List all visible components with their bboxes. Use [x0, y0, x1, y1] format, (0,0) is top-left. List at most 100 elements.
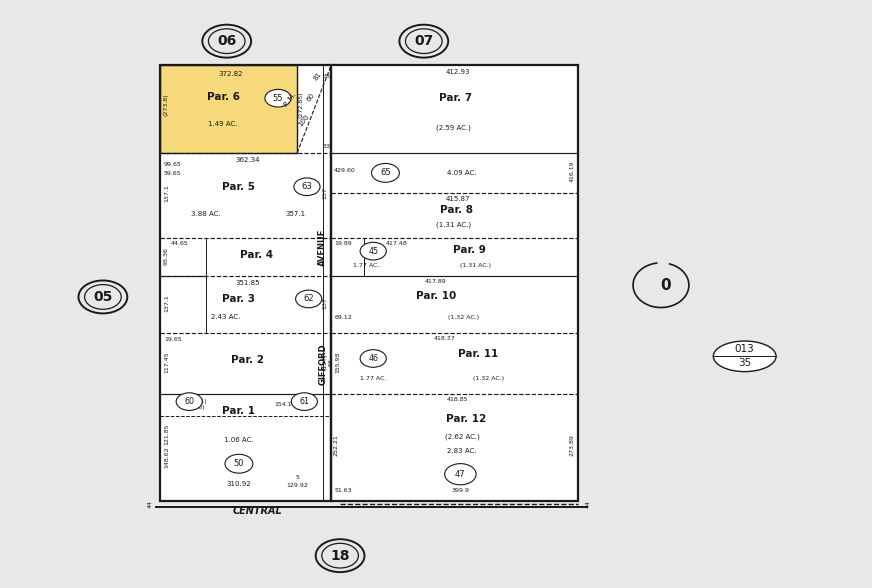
Text: 5: 5 [296, 475, 299, 480]
Text: 62: 62 [303, 295, 314, 303]
Text: 1.77 AC.: 1.77 AC. [353, 263, 379, 268]
Text: Par. 5: Par. 5 [222, 182, 255, 192]
Text: 44: 44 [147, 500, 153, 508]
Text: 372.82: 372.82 [218, 71, 242, 76]
Text: 148.62: 148.62 [164, 446, 169, 468]
Text: GIFFORD: GIFFORD [318, 344, 327, 385]
Text: (273.8): (273.8) [164, 93, 169, 116]
Text: 51.63: 51.63 [335, 488, 352, 493]
Text: 013: 013 [735, 345, 754, 355]
Text: 65: 65 [380, 168, 391, 178]
Text: 63: 63 [302, 182, 312, 191]
Text: 60: 60 [306, 92, 317, 102]
Text: 99.65: 99.65 [164, 162, 181, 167]
Text: 2.83 AC.: 2.83 AC. [447, 447, 477, 454]
Text: Par. 4: Par. 4 [240, 250, 273, 260]
Text: 1.49 AC.: 1.49 AC. [208, 121, 238, 127]
Circle shape [316, 539, 364, 572]
Text: 357.1: 357.1 [285, 211, 306, 217]
Ellipse shape [713, 341, 776, 372]
Text: 0: 0 [660, 278, 671, 293]
Text: 137.1: 137.1 [164, 295, 169, 312]
Text: (1.31 AC.): (1.31 AC.) [436, 222, 471, 228]
Text: 46: 46 [368, 354, 378, 363]
Text: Par. 11: Par. 11 [458, 349, 498, 359]
Text: Par. 3: Par. 3 [222, 294, 255, 304]
Circle shape [225, 455, 253, 473]
Bar [160, 65, 578, 501]
Circle shape [360, 242, 386, 260]
Text: 121.85: 121.85 [164, 423, 169, 445]
Text: 33: 33 [322, 74, 330, 79]
Text: 53: 53 [329, 359, 334, 366]
Circle shape [78, 280, 127, 313]
Text: 416.19: 416.19 [569, 160, 575, 182]
Text: 3.88 AC.: 3.88 AC. [191, 211, 221, 217]
Text: 93.36: 93.36 [164, 247, 169, 265]
Text: (272.85): (272.85) [299, 91, 304, 118]
Circle shape [265, 89, 291, 107]
Text: 412.93: 412.93 [446, 69, 470, 75]
Text: Par. 8: Par. 8 [439, 205, 473, 215]
Text: 417.89: 417.89 [426, 279, 446, 284]
Circle shape [176, 393, 202, 410]
Text: 44.65: 44.65 [171, 241, 188, 246]
Text: 100: 100 [297, 113, 310, 128]
Circle shape [296, 290, 322, 308]
Text: CENTRAL: CENTRAL [232, 506, 283, 516]
Text: 129.92: 129.92 [286, 483, 309, 488]
Text: 273.89: 273.89 [569, 435, 575, 456]
Circle shape [294, 178, 320, 196]
Text: 45: 45 [368, 246, 378, 256]
Text: (1.32 AC.): (1.32 AC.) [473, 376, 504, 381]
Text: Par. 6: Par. 6 [207, 92, 240, 102]
Text: 06: 06 [217, 34, 236, 48]
Circle shape [399, 25, 448, 58]
Text: Par. 1: Par. 1 [222, 406, 255, 416]
Text: 4.09 AC.: 4.09 AC. [447, 170, 477, 176]
Text: 1.06 AC.: 1.06 AC. [224, 437, 254, 443]
Text: 2.43 AC.: 2.43 AC. [211, 314, 241, 320]
Circle shape [291, 393, 317, 410]
Text: 60: 60 [184, 397, 194, 406]
Text: 252.21: 252.21 [334, 435, 339, 456]
Text: 362.34: 362.34 [235, 157, 260, 163]
Text: 55: 55 [273, 93, 283, 103]
Bar [160, 65, 297, 153]
Text: 155.98: 155.98 [335, 352, 340, 373]
Text: 399.9: 399.9 [452, 488, 469, 493]
Text: P. M.: P. M. [283, 92, 297, 108]
Text: (36): (36) [193, 405, 205, 410]
Text: 18: 18 [330, 549, 350, 563]
Text: (137): (137) [323, 354, 328, 370]
Text: 59.65: 59.65 [164, 171, 181, 176]
Circle shape [445, 463, 476, 485]
Bar [160, 65, 331, 501]
Text: 310.92: 310.92 [227, 481, 251, 487]
Text: AVENUE: AVENUE [318, 228, 327, 266]
Circle shape [371, 163, 399, 182]
Text: 35: 35 [738, 358, 752, 368]
Text: 69.12: 69.12 [335, 315, 352, 319]
Text: 154.17: 154.17 [275, 402, 296, 406]
Text: 429.60: 429.60 [334, 168, 356, 173]
Text: 117.45: 117.45 [164, 352, 169, 373]
Text: 61: 61 [299, 397, 310, 406]
Text: (1.32 AC.): (1.32 AC.) [448, 315, 480, 319]
Text: 137: 137 [323, 188, 328, 199]
Text: 05: 05 [93, 290, 112, 304]
Text: (341): (341) [190, 399, 208, 405]
Text: 19.89: 19.89 [334, 241, 351, 246]
Text: Par. 10: Par. 10 [416, 291, 456, 301]
Text: (1.31 AC.): (1.31 AC.) [460, 263, 491, 268]
Circle shape [202, 25, 251, 58]
Text: 47: 47 [455, 470, 466, 479]
Text: 137: 137 [323, 298, 328, 309]
Text: 418.85: 418.85 [447, 397, 468, 402]
Circle shape [360, 350, 386, 368]
Text: (2.59 AC.): (2.59 AC.) [436, 125, 471, 132]
Text: Par. 9: Par. 9 [453, 245, 486, 255]
Text: 50: 50 [234, 459, 244, 468]
Text: Par. 7: Par. 7 [439, 93, 472, 103]
Text: 1.77 AC.: 1.77 AC. [360, 376, 386, 381]
